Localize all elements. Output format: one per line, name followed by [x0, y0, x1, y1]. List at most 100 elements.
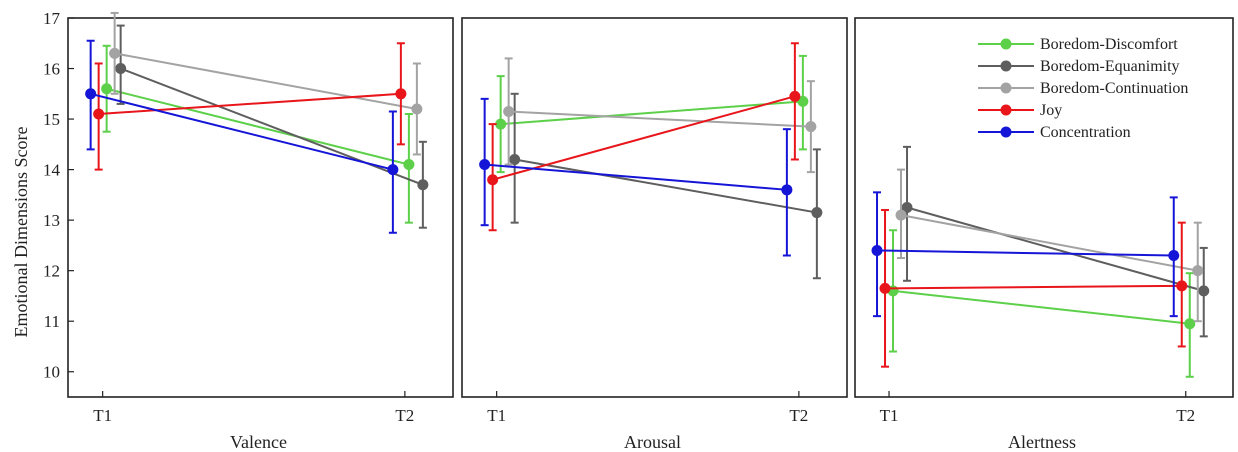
data-point	[93, 108, 105, 120]
y-tick-label: 15	[43, 110, 60, 129]
x-axis-title: Alertness	[1008, 432, 1076, 452]
panel-valence: 10 11 12 13 14 15 16 17 T1 T2 Valence	[43, 9, 454, 452]
series-line	[114, 52, 418, 110]
series-concentration	[85, 39, 399, 234]
legend-swatch-marker	[1000, 104, 1012, 116]
data-point	[411, 103, 423, 115]
series-boredom-equanimity	[901, 145, 1210, 338]
data-point	[1168, 250, 1180, 262]
data-point	[387, 164, 399, 176]
series-line	[514, 158, 818, 214]
series-concentration	[871, 191, 1180, 318]
panel-alertness: T1 T2 Alertness	[854, 17, 1234, 452]
y-tick-label: 16	[43, 60, 60, 79]
series-line	[906, 206, 1205, 292]
data-point	[417, 179, 429, 191]
x-tick-label: T1	[487, 406, 506, 425]
legend-item: Boredom-Discomfort	[978, 36, 1178, 53]
y-axis-title: Emotional Dimensions Score	[11, 127, 31, 338]
data-point	[811, 207, 823, 219]
data-point	[805, 121, 817, 133]
y-tick-label: 12	[43, 262, 60, 281]
series-line	[492, 95, 796, 181]
series-line	[892, 289, 1190, 325]
data-point	[403, 159, 415, 171]
data-point	[781, 184, 793, 196]
panel-frame	[461, 17, 848, 398]
data-point	[495, 118, 507, 130]
legend-swatch-marker	[1000, 126, 1012, 138]
data-point	[1176, 280, 1188, 292]
legend-item: Boredom-Continuation	[978, 80, 1188, 97]
series-line	[885, 284, 1182, 290]
series-line	[90, 92, 394, 171]
series-line	[106, 87, 410, 166]
x-tick-label: T1	[93, 406, 112, 425]
series-line	[508, 110, 811, 128]
panel-arousal: T1 T2 Arousal	[461, 17, 848, 452]
data-point	[1198, 285, 1210, 297]
x-axis-title: Arousal	[624, 432, 681, 452]
x-axis-title: Valence	[230, 432, 287, 452]
series-boredom-discomfort	[495, 54, 809, 174]
series-boredom-continuation	[109, 11, 423, 156]
y-tick-label: 10	[43, 363, 60, 382]
series-boredom-continuation	[895, 168, 1204, 323]
series-line	[877, 249, 1174, 257]
x-tick-label: T1	[880, 406, 899, 425]
series-boredom-equanimity	[509, 92, 823, 280]
series-concentration	[479, 97, 793, 257]
series-line	[900, 214, 1198, 272]
series-line	[120, 67, 424, 186]
data-point	[115, 63, 127, 75]
series-joy	[93, 42, 407, 171]
legend-swatch-marker	[1000, 38, 1012, 50]
series-line	[484, 163, 787, 191]
y-tick-label: 11	[44, 312, 60, 331]
series-boredom-equanimity	[115, 24, 429, 229]
legend-label: Concentration	[1040, 124, 1131, 141]
data-point	[789, 90, 801, 102]
legend: Boredom-Discomfort Boredom-Equanimity Bore…	[978, 36, 1188, 141]
x-tick-label: T2	[789, 406, 808, 425]
data-point	[101, 83, 113, 95]
data-point	[509, 153, 521, 165]
legend-swatch-marker	[1000, 60, 1012, 72]
series-joy	[879, 209, 1188, 368]
legend-swatch-marker	[1000, 82, 1012, 94]
legend-label: Boredom-Equanimity	[1040, 58, 1180, 75]
series-line	[500, 100, 803, 126]
data-point	[479, 159, 491, 171]
data-point	[901, 202, 913, 213]
data-point	[1184, 318, 1196, 330]
data-point	[487, 174, 499, 186]
series-boredom-discomfort	[101, 44, 415, 224]
legend-label: Joy	[1040, 102, 1062, 119]
x-tick-label: T2	[395, 406, 414, 425]
y-tick-label: 17	[43, 9, 61, 28]
series-joy	[487, 42, 801, 232]
panel-frame	[854, 17, 1234, 398]
data-point	[895, 209, 907, 221]
y-tick-label: 13	[43, 211, 60, 230]
data-point	[797, 95, 809, 107]
legend-item: Concentration	[978, 124, 1131, 141]
y-tick-label: 14	[43, 161, 61, 180]
x-tick-label: T2	[1176, 406, 1195, 425]
data-point	[871, 244, 883, 256]
legend-item: Boredom-Equanimity	[978, 58, 1180, 75]
series-line	[98, 92, 401, 116]
data-point	[879, 282, 891, 294]
data-point	[85, 88, 97, 100]
legend-label: Boredom-Discomfort	[1040, 36, 1178, 53]
data-point	[503, 105, 515, 117]
legend-label: Boredom-Continuation	[1040, 80, 1188, 97]
legend-item: Joy	[978, 102, 1062, 119]
series-boredom-continuation	[503, 57, 817, 174]
data-point	[395, 88, 407, 100]
data-point	[1192, 265, 1204, 277]
data-point	[109, 47, 121, 59]
panel-frame	[67, 17, 454, 398]
